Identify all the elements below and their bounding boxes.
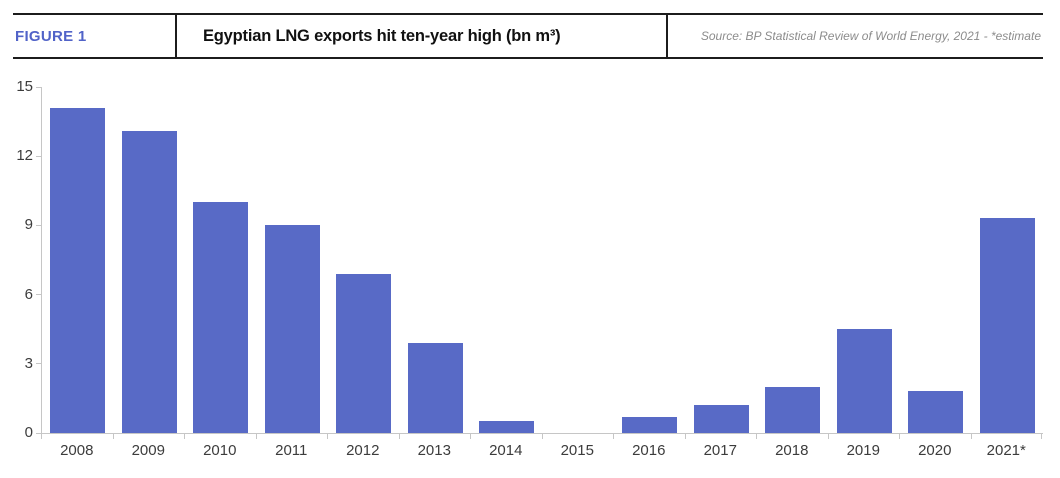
x-axis-tick bbox=[541, 434, 543, 439]
bar bbox=[622, 416, 678, 433]
bar-cell bbox=[400, 87, 472, 433]
x-axis-label: 2008 bbox=[60, 442, 94, 459]
x-axis-tick bbox=[613, 434, 614, 439]
x-axis-label: 2017 bbox=[703, 442, 737, 459]
y-axis-tick bbox=[36, 224, 41, 226]
bar bbox=[50, 107, 106, 433]
bar-cell bbox=[42, 87, 114, 433]
x-axis-tick bbox=[470, 434, 471, 439]
x-axis-label: 2012 bbox=[346, 442, 380, 459]
figure-title: Egyptian LNG exports hit ten-year high (… bbox=[175, 15, 668, 57]
bar bbox=[693, 405, 749, 433]
x-axis-tick bbox=[255, 434, 257, 439]
x-axis-label: 2019 bbox=[846, 442, 880, 459]
bar-cell bbox=[257, 87, 329, 433]
bar-cell bbox=[543, 87, 615, 433]
y-axis: 0 3 6 9 12 15 bbox=[0, 79, 41, 441]
x-axis-label: 2013 bbox=[417, 442, 451, 459]
y-axis-tick bbox=[36, 363, 41, 365]
x-axis-tick bbox=[398, 434, 400, 439]
x-axis-tick bbox=[184, 434, 185, 439]
figure-header: FIGURE 1 Egyptian LNG exports hit ten-ye… bbox=[13, 13, 1043, 59]
bar-cell bbox=[686, 87, 758, 433]
bar bbox=[908, 391, 964, 433]
bar-cell bbox=[614, 87, 686, 433]
x-axis-tick bbox=[970, 434, 972, 439]
x-axis-label: 2018 bbox=[775, 442, 809, 459]
bar bbox=[979, 218, 1035, 433]
x-axis-ticks bbox=[41, 434, 1042, 440]
bar-cell bbox=[972, 87, 1044, 433]
y-axis-label: 0 bbox=[24, 424, 33, 441]
bar-cell bbox=[900, 87, 972, 433]
bar-cell bbox=[114, 87, 186, 433]
bar-cell bbox=[471, 87, 543, 433]
figure-source: Source: BP Statistical Review of World E… bbox=[700, 29, 1041, 43]
x-axis-label: 2009 bbox=[131, 442, 165, 459]
y-axis-label: 15 bbox=[16, 78, 33, 95]
x-axis-label: 2021* bbox=[986, 442, 1026, 459]
bar bbox=[479, 421, 535, 433]
x-axis-label: 2020 bbox=[918, 442, 952, 459]
bar-cell bbox=[185, 87, 257, 433]
x-axis-label: 2016 bbox=[632, 442, 666, 459]
x-axis-label: 2010 bbox=[203, 442, 237, 459]
figure-label: FIGURE 1 bbox=[15, 27, 87, 45]
x-axis-label: 2015 bbox=[560, 442, 594, 459]
y-axis-tick bbox=[36, 294, 41, 296]
bar bbox=[407, 343, 463, 433]
bar bbox=[836, 329, 892, 433]
bar-cell bbox=[757, 87, 829, 433]
y-axis-label: 12 bbox=[16, 147, 33, 165]
y-axis-label: 3 bbox=[24, 354, 33, 372]
bar bbox=[336, 273, 392, 433]
x-axis-tick bbox=[899, 434, 900, 439]
x-axis-label: 2011 bbox=[275, 442, 308, 459]
y-axis-tick bbox=[36, 155, 41, 157]
bar-cell bbox=[829, 87, 901, 433]
x-axis-tick bbox=[41, 434, 42, 439]
x-axis-tick bbox=[1041, 434, 1042, 439]
bar-cell bbox=[328, 87, 400, 433]
x-axis-tick bbox=[756, 434, 757, 439]
bar bbox=[264, 225, 320, 433]
y-axis-tick bbox=[36, 86, 41, 88]
bar bbox=[121, 130, 177, 433]
x-axis-tick bbox=[327, 434, 328, 439]
x-axis-tick bbox=[112, 434, 114, 439]
bar bbox=[193, 202, 249, 433]
x-axis-labels: 2008 2009 2010 2011 2012 2013 2014 2015 2016 2017… bbox=[41, 442, 1042, 462]
x-axis-label: 2014 bbox=[489, 442, 523, 459]
x-axis-tick bbox=[684, 434, 686, 439]
bar bbox=[765, 386, 821, 433]
y-axis-label: 6 bbox=[24, 285, 33, 303]
y-axis-tick bbox=[36, 432, 41, 434]
y-axis-label: 9 bbox=[24, 216, 33, 234]
x-axis-tick bbox=[827, 434, 829, 439]
plot-area bbox=[41, 87, 1043, 434]
